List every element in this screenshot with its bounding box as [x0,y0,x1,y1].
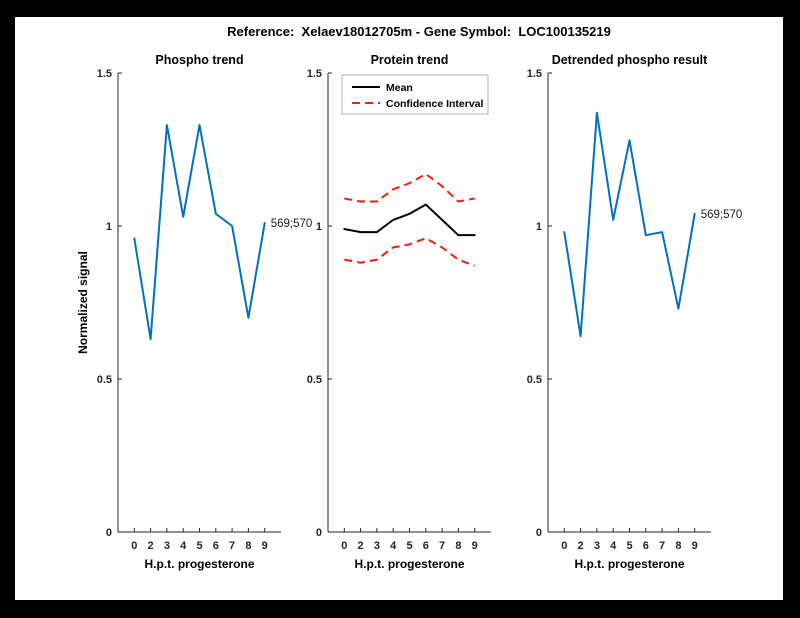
y-tick-label: 1.5 [527,68,542,80]
x-tick-label: 7 [659,540,665,552]
x-tick-label: 5 [196,540,202,552]
subplot-title: Phospho trend [155,53,243,67]
y-tick-label: 0 [536,527,542,539]
y-axis-label: Normalized signal [76,251,90,354]
x-axis-label: H.p.t. progesterone [574,557,684,571]
series-line-ci-upper [344,172,475,203]
x-tick-label: 3 [374,540,380,552]
x-tick-label: 4 [390,540,397,552]
series-line-detrended-phospho [563,111,696,338]
x-axis-label: H.p.t. progesterone [144,557,254,571]
subplot-title: Protein trend [371,53,449,67]
endpoint-annotation: 569;570 [701,209,743,221]
series-line-ci-lower [344,237,476,267]
x-tick-label: 0 [131,540,137,552]
x-tick-label: 7 [439,540,445,552]
x-axis-label: H.p.t. progesterone [354,557,464,571]
x-tick-label: 8 [245,540,251,552]
x-tick-label: 4 [610,540,617,552]
y-tick-label: 1 [106,221,112,233]
x-tick-label: 4 [180,540,187,552]
x-tick-label: 2 [358,540,364,552]
x-tick-label: 6 [423,540,429,552]
x-tick-label: 3 [594,540,600,552]
x-tick-label: 0 [561,540,567,552]
figure-title: Reference: Xelaev18012705m - Gene Symbol… [227,24,611,39]
y-tick-label: 1.5 [97,68,112,80]
x-tick-label: 9 [692,540,698,552]
x-tick-label: 3 [164,540,170,552]
x-tick-label: 2 [148,540,154,552]
x-tick-label: 6 [213,540,219,552]
legend-label: Mean [386,82,413,94]
legend-label: Confidence Interval [386,98,484,110]
y-tick-label: 1 [536,221,542,233]
y-tick-label: 0 [106,527,112,539]
y-tick-label: 1 [316,221,322,233]
x-tick-label: 7 [229,540,235,552]
x-tick-label: 9 [472,540,478,552]
y-tick-label: 0.5 [97,374,112,386]
x-tick-label: 5 [406,540,412,552]
figure-canvas: Reference: Xelaev18012705m - Gene Symbol… [15,17,783,600]
x-tick-label: 5 [626,540,632,552]
x-tick-label: 9 [262,540,268,552]
x-tick-label: 8 [455,540,461,552]
x-tick-label: 6 [643,540,649,552]
y-tick-label: 0.5 [307,374,322,386]
y-tick-label: 0 [316,527,322,539]
x-tick-label: 2 [578,540,584,552]
series-line-mean [343,203,476,237]
endpoint-annotation: 569;570 [271,218,313,230]
legend-box [341,74,489,115]
x-tick-label: 0 [341,540,347,552]
y-tick-label: 0.5 [527,374,542,386]
subplot-title: Detrended phospho result [552,53,708,67]
series-line-phospho-signal [133,124,266,341]
x-tick-label: 8 [675,540,681,552]
y-tick-label: 1.5 [307,68,322,80]
